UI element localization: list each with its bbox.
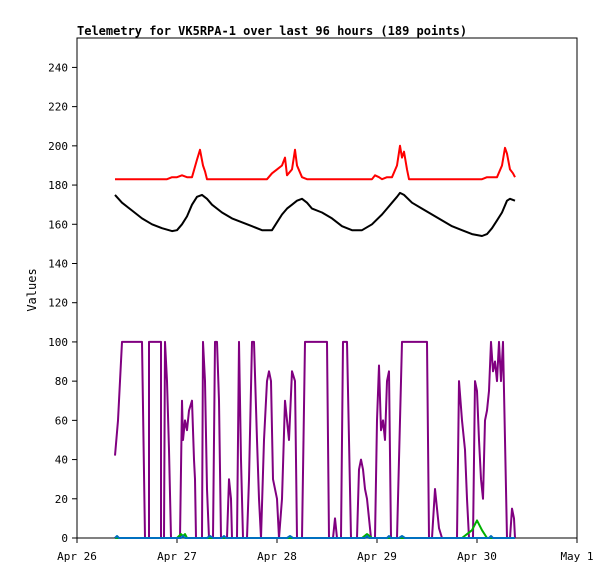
y-tick-label: 20: [55, 493, 68, 506]
series-line-2: [114, 191, 516, 237]
y-axis: 0 20 40 60 80 100 120 140 160 180 200 220 240: [48, 61, 77, 545]
series-line-5: [114, 535, 515, 539]
series-line-3: [114, 340, 516, 539]
series-layer: [114, 144, 516, 539]
x-tick-label: Apr 30: [457, 550, 497, 563]
y-tick-label: 200: [48, 140, 68, 153]
y-axis-label: Values: [25, 268, 39, 311]
y-tick-label: 160: [48, 218, 68, 231]
y-tick-label: 240: [48, 61, 68, 74]
x-axis: Apr 26 Apr 27 Apr 28 Apr 29 Apr 30 May 1: [57, 538, 594, 563]
y-tick-label: 220: [48, 101, 68, 114]
y-tick-label: 120: [48, 297, 68, 310]
x-tick-label: Apr 28: [257, 550, 297, 563]
series-line-1: [115, 144, 516, 181]
y-tick-label: 80: [55, 375, 68, 388]
y-tick-label: 100: [48, 336, 68, 349]
plot-frame: [76, 37, 578, 539]
y-tick-label: 60: [55, 414, 68, 427]
x-tick-label: May 1: [560, 550, 593, 563]
y-tick-label: 140: [48, 257, 68, 270]
y-tick-label: 0: [61, 532, 68, 545]
x-tick-label: Apr 26: [57, 550, 97, 563]
y-tick-label: 40: [55, 454, 68, 467]
series-line-4: [115, 519, 515, 539]
chart-title: Telemetry for VK5RPA-1 over last 96 hour…: [77, 24, 467, 38]
x-tick-label: Apr 29: [357, 550, 397, 563]
y-tick-label: 180: [48, 179, 68, 192]
x-tick-label: Apr 27: [157, 550, 197, 563]
